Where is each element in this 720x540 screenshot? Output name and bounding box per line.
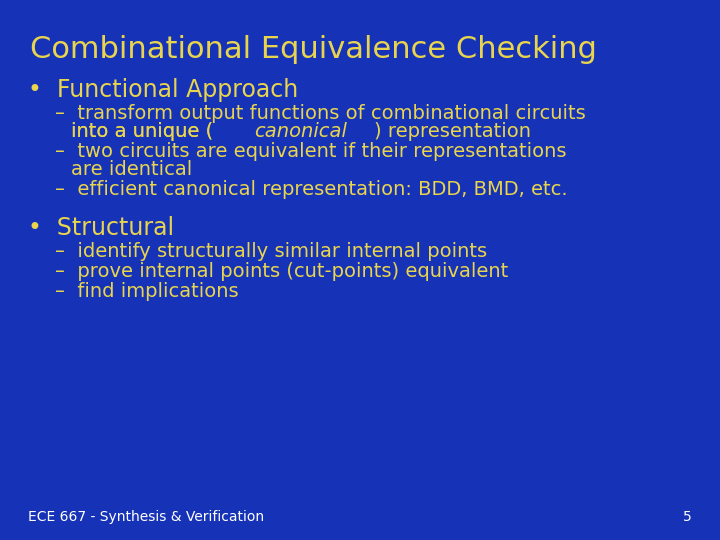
Text: •  Structural: • Structural [28, 216, 174, 240]
Text: canonical: canonical [254, 122, 347, 141]
Text: into a unique (: into a unique ( [71, 122, 213, 141]
Text: 5: 5 [683, 510, 692, 524]
Text: –  transform output functions of combinational circuits: – transform output functions of combinat… [55, 104, 586, 123]
Text: are identical: are identical [71, 160, 192, 179]
Text: –  prove internal points (cut-points) equivalent: – prove internal points (cut-points) equ… [55, 262, 508, 281]
Text: ECE 667 - Synthesis & Verification: ECE 667 - Synthesis & Verification [28, 510, 264, 524]
Text: –  identify structurally similar internal points: – identify structurally similar internal… [55, 242, 487, 261]
Text: ) representation: ) representation [374, 122, 531, 141]
Text: –  efficient canonical representation: BDD, BMD, etc.: – efficient canonical representation: BD… [55, 180, 567, 199]
Text: •  Functional Approach: • Functional Approach [28, 78, 298, 102]
Text: into a unique (: into a unique ( [71, 122, 213, 141]
Text: –  find implications: – find implications [55, 282, 238, 301]
Text: –  two circuits are equivalent if their representations: – two circuits are equivalent if their r… [55, 142, 567, 161]
Text: Combinational Equivalence Checking: Combinational Equivalence Checking [30, 35, 597, 64]
